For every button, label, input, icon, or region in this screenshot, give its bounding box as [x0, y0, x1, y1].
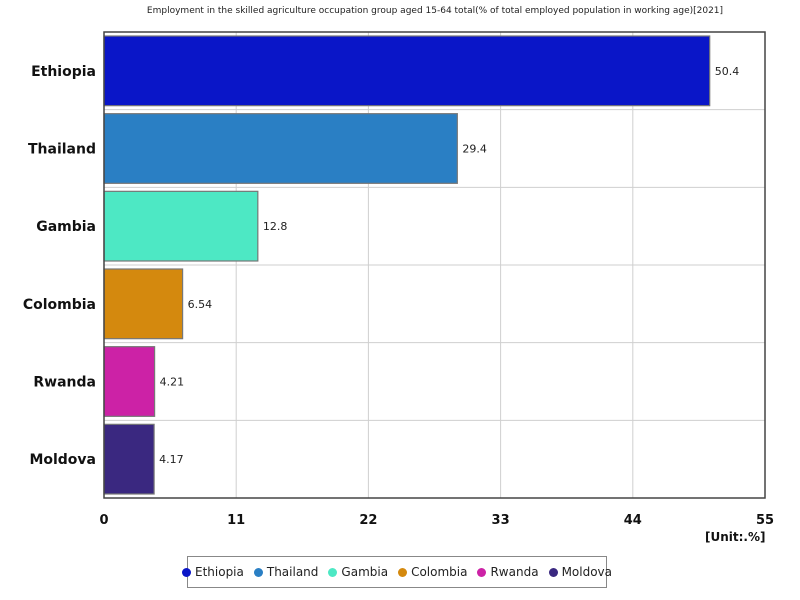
value-label-colombia: 6.54 — [188, 298, 213, 311]
legend-marker — [477, 567, 487, 577]
grid-layer — [103, 32, 766, 498]
legend-label: Thailand — [266, 565, 319, 579]
value-label-gambia: 12.8 — [263, 220, 288, 233]
bar-rwanda — [103, 346, 156, 417]
chart-title: Employment in the skilled agriculture oc… — [146, 6, 724, 16]
x-tick-label: 0 — [99, 513, 108, 528]
value-label-thailand: 29.4 — [462, 143, 487, 156]
category-label-ethiopia: Ethiopia — [31, 64, 96, 80]
x-tick-label: 44 — [624, 513, 642, 528]
value-label-moldova: 4.17 — [159, 453, 184, 466]
legend-item-moldova: Moldova — [548, 565, 613, 579]
x-tick-label: 22 — [359, 513, 377, 528]
legend-item-rwanda: Rwanda — [477, 565, 539, 579]
legend-marker — [253, 567, 263, 577]
legend-item-colombia: Colombia — [398, 565, 467, 579]
category-label-rwanda: Rwanda — [33, 375, 96, 391]
category-labels: Ethiopia Thailand Gambia Colombia Rwanda Mold… — [23, 64, 96, 468]
value-labels: 50.4 29.4 12.8 6.54 4.21 4.17 — [159, 65, 739, 466]
x-axis-ticks: 0 11 22 33 44 55 — [99, 513, 774, 528]
x-tick-label: 33 — [492, 513, 510, 528]
category-label-gambia: Gambia — [36, 219, 96, 235]
legend-item-ethiopia: Ethiopia — [182, 565, 244, 579]
unit-label: [Unit:.%] — [705, 530, 766, 544]
legend-label: Ethiopia — [195, 565, 244, 579]
category-label-moldova: Moldova — [29, 452, 96, 468]
legend-item-thailand: Thailand — [253, 565, 319, 579]
legend-label: Gambia — [341, 565, 389, 579]
bar-layer — [103, 35, 711, 495]
legend-marker — [182, 567, 191, 577]
bar-gambia — [103, 190, 259, 262]
legend-label: Colombia — [411, 565, 468, 579]
legend-label: Rwanda — [490, 565, 539, 579]
bar-colombia — [103, 268, 184, 340]
legend-marker — [548, 567, 558, 577]
legend: Ethiopia Thailand Gambia Colombia Rwanda Mold… — [182, 556, 612, 588]
legend-label: Moldova — [561, 565, 613, 579]
plot-frame — [103, 31, 766, 499]
bar-ethiopia — [103, 35, 711, 107]
x-tick-label: 11 — [227, 513, 245, 528]
legend-marker — [398, 567, 408, 577]
category-label-thailand: Thailand — [28, 142, 96, 158]
category-label-colombia: Colombia — [23, 297, 96, 313]
bar-thailand — [103, 113, 458, 184]
value-label-ethiopia: 50.4 — [715, 65, 740, 78]
x-tick-label: 55 — [756, 513, 774, 528]
legend-item-gambia: Gambia — [328, 565, 388, 579]
bar-moldova — [103, 423, 155, 495]
legend-marker — [328, 567, 338, 577]
value-label-rwanda: 4.21 — [160, 376, 185, 389]
